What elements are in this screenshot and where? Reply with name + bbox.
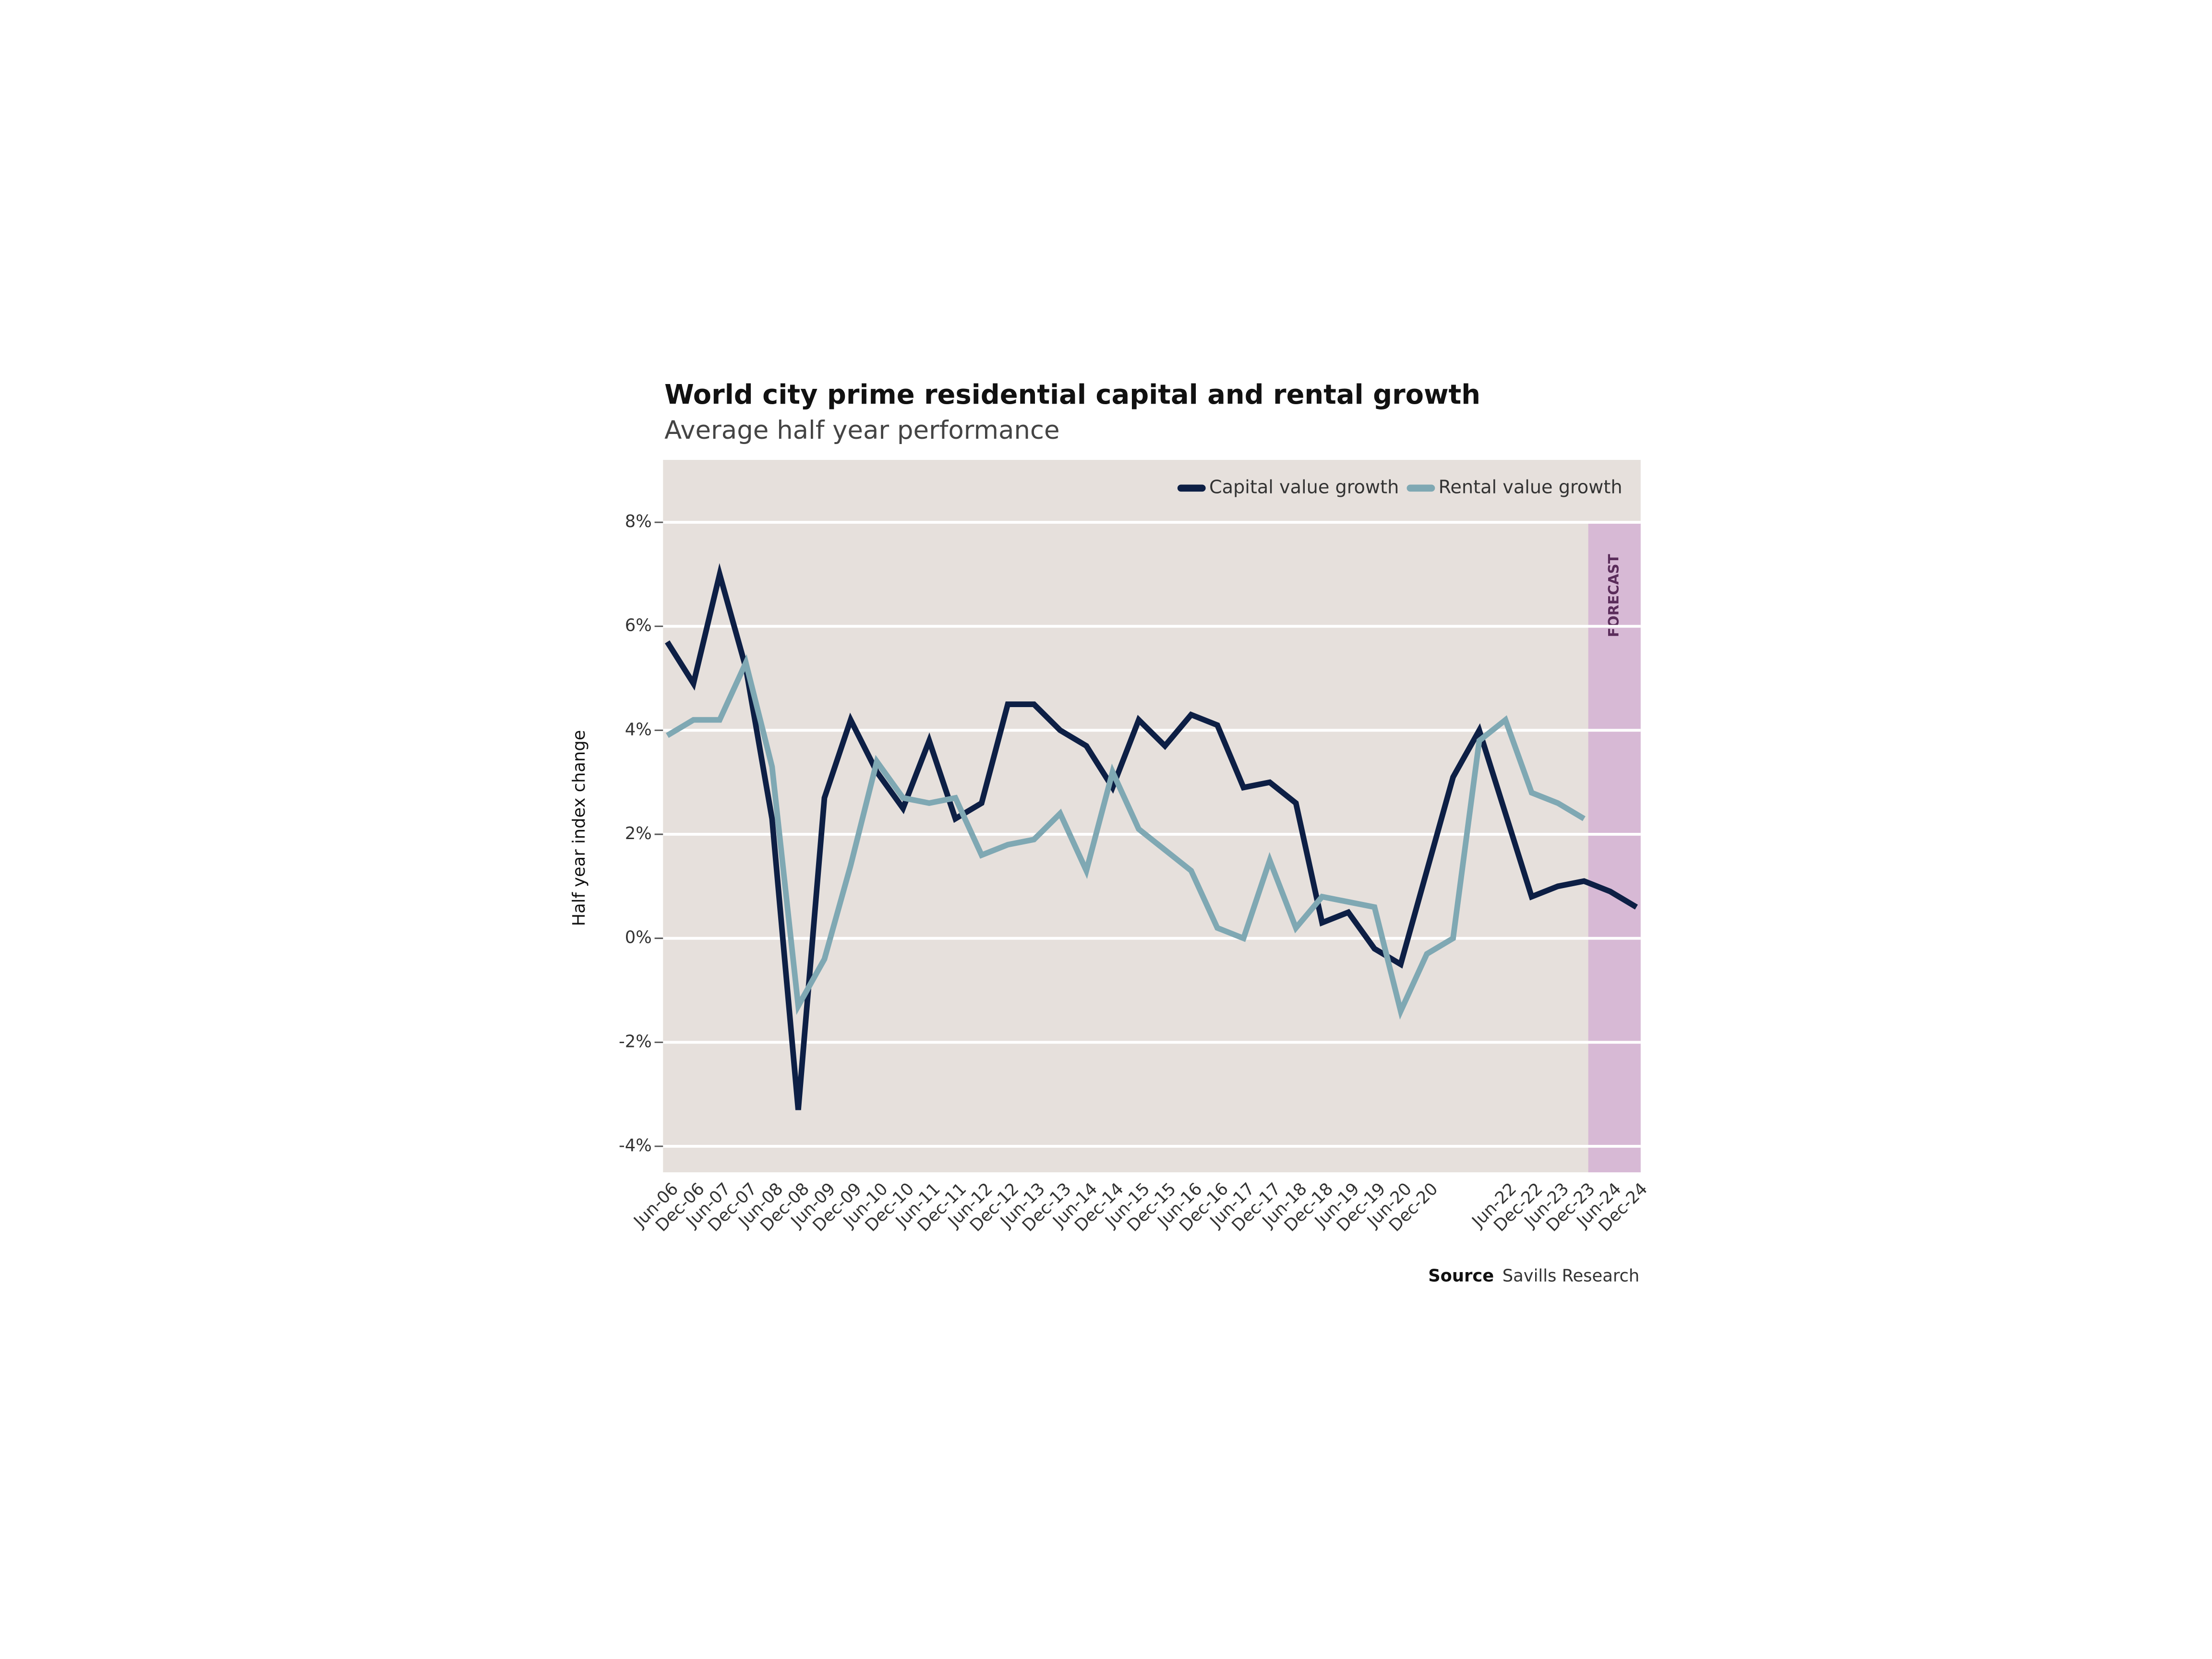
y-tick-label: 8% xyxy=(625,512,652,531)
forecast-band xyxy=(1588,522,1641,1173)
chart-subtitle: Average half year performance xyxy=(664,416,1059,445)
y-tick-label: 4% xyxy=(625,720,652,739)
plot-background xyxy=(663,460,1641,1173)
line-series xyxy=(665,563,1638,1110)
source-label: Source xyxy=(1428,1266,1494,1286)
legend-label: Rental value growth xyxy=(1439,477,1623,498)
y-axis-label: Half year index change xyxy=(569,730,589,926)
y-tick-label: 0% xyxy=(625,928,652,948)
y-tick-label: 6% xyxy=(625,616,652,636)
chart-title: World city prime residential capital and… xyxy=(664,379,1480,410)
source: Savills Research xyxy=(1503,1266,1639,1286)
y-tick-label: -4% xyxy=(619,1136,652,1155)
y-tick-label: 2% xyxy=(625,824,652,843)
line-series xyxy=(666,654,1586,1020)
legend-label: Capital value growth xyxy=(1209,477,1399,498)
y-tick-label: -2% xyxy=(619,1032,652,1051)
forecast-label: FORECAST xyxy=(1606,554,1622,637)
